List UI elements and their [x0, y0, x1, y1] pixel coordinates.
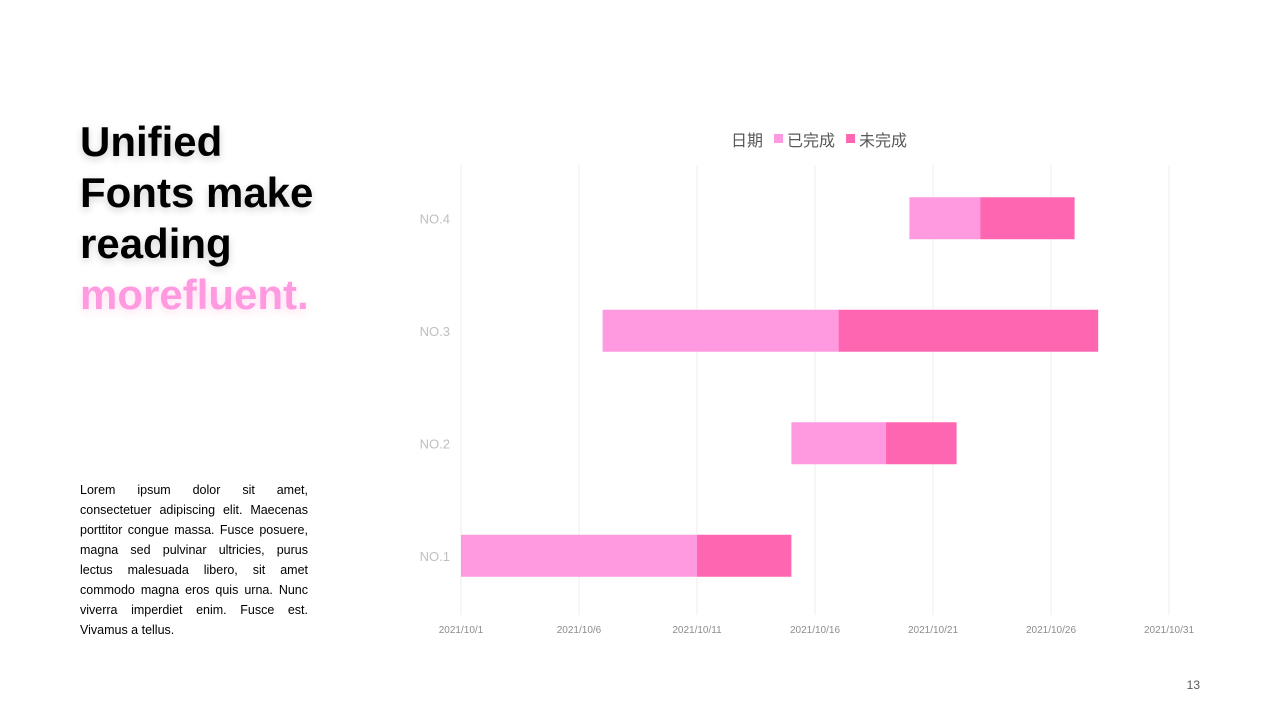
- bar-completed: [602, 309, 839, 352]
- bars: [461, 197, 1099, 577]
- x-tick-label: 2021/10/21: [908, 625, 958, 636]
- bar-completed: [791, 422, 886, 465]
- bar-remaining: [885, 422, 957, 465]
- bar-remaining: [697, 534, 792, 577]
- x-tick-label: 2021/10/1: [439, 625, 484, 636]
- bar-remaining: [980, 197, 1075, 240]
- x-tick-label: 2021/10/26: [1026, 625, 1076, 636]
- axis-labels: 2021/10/1 2021/10/6 2021/10/11 2021/10/16 20…: [420, 211, 1195, 636]
- x-tick-label: 2021/10/11: [672, 625, 722, 636]
- body-paragraph: Lorem ipsum dolor sit amet, consectetuer…: [80, 483, 308, 637]
- headline-line-2: Fonts make: [80, 169, 314, 216]
- x-tick-label: 2021/10/6: [557, 625, 602, 636]
- bar-remaining: [838, 309, 1099, 352]
- y-category-label: NO.2: [420, 436, 450, 451]
- x-tick-label: 2021/10/16: [790, 625, 840, 636]
- headline-accent: morefluent.: [80, 271, 309, 318]
- x-tick-label: 2021/10/31: [1144, 625, 1194, 636]
- bar-completed: [909, 197, 981, 240]
- legend-label: 未完成: [859, 131, 907, 150]
- slide-headline: Unified Fonts make reading morefluent.: [80, 116, 380, 320]
- headline-line-1: Unified: [80, 118, 223, 165]
- legend-swatch: [774, 134, 784, 143]
- legend-swatch: [846, 134, 856, 143]
- y-category-label: NO.4: [420, 211, 450, 226]
- chart-legend: 日期 已完成 未完成: [731, 131, 907, 150]
- page-number: 13: [1186, 678, 1200, 692]
- bar-completed: [461, 534, 697, 577]
- y-category-label: NO.3: [420, 324, 450, 339]
- legend-label: 已完成: [787, 131, 835, 150]
- y-category-label: NO.1: [420, 549, 450, 564]
- legend-label: 日期: [731, 131, 763, 150]
- headline-line-3: reading: [80, 220, 232, 267]
